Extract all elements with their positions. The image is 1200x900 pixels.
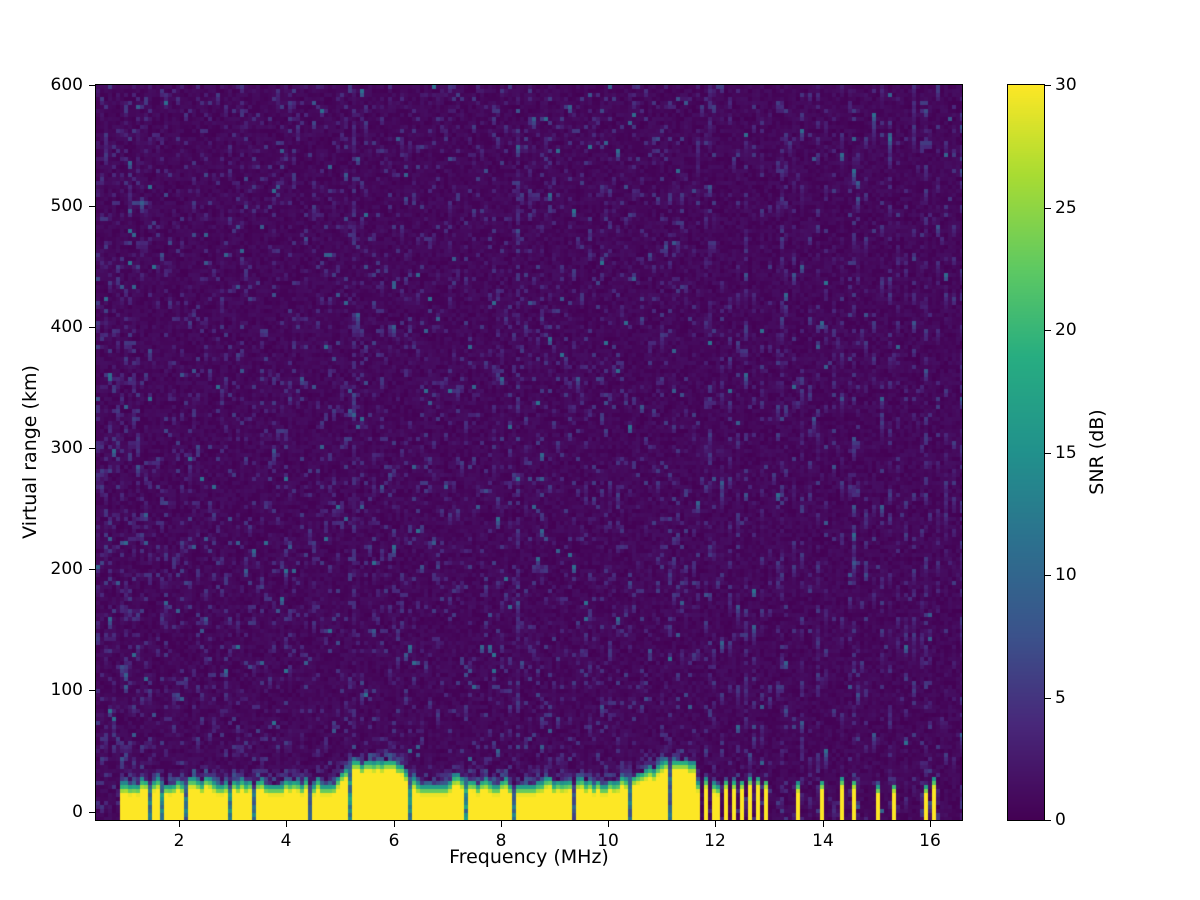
ionogram-canvas <box>96 85 962 820</box>
x-tick-mark <box>394 821 395 827</box>
x-tick-mark <box>179 821 180 827</box>
x-tick-label: 8 <box>495 831 507 851</box>
colorbar-tick-mark <box>1045 85 1051 86</box>
y-tick-label: 500 <box>50 196 83 216</box>
x-axis-label: Frequency (MHz) <box>449 846 609 868</box>
x-tick-label: 14 <box>812 831 834 851</box>
y-tick-label: 600 <box>50 75 83 95</box>
x-tick-label: 12 <box>704 831 726 851</box>
y-tick-label: 100 <box>50 680 83 700</box>
x-tick-mark <box>823 821 824 827</box>
x-tick-mark <box>930 821 931 827</box>
colorbar-tick-label: 10 <box>1055 565 1077 585</box>
x-tick-mark <box>608 821 609 827</box>
colorbar-tick-label: 0 <box>1055 810 1066 830</box>
colorbar-tick-mark <box>1045 330 1051 331</box>
x-tick-label: 10 <box>597 831 619 851</box>
colorbar-tick-mark <box>1045 698 1051 699</box>
colorbar-border <box>1007 84 1045 821</box>
colorbar-tick-label: 15 <box>1055 443 1077 463</box>
x-tick-mark <box>501 821 502 827</box>
colorbar-tick-label: 25 <box>1055 198 1077 218</box>
y-tick-mark <box>89 85 95 86</box>
y-tick-label: 0 <box>72 802 83 822</box>
y-tick-mark <box>89 448 95 449</box>
y-tick-mark <box>89 327 95 328</box>
plot-border <box>95 84 963 821</box>
colorbar-tick-label: 5 <box>1055 688 1066 708</box>
x-tick-label: 6 <box>388 831 400 851</box>
colorbar-tick-label: 20 <box>1055 320 1077 340</box>
y-tick-mark <box>89 206 95 207</box>
x-tick-label: 4 <box>280 831 292 851</box>
colorbar-tick-mark <box>1045 575 1051 576</box>
colorbar-tick-mark <box>1045 820 1051 821</box>
colorbar-label: SNR (dB) <box>1086 409 1108 495</box>
y-tick-label: 200 <box>50 559 83 579</box>
x-tick-label: 2 <box>173 831 185 851</box>
y-tick-mark <box>89 690 95 691</box>
colorbar-tick-mark <box>1045 453 1051 454</box>
colorbar-tick-label: 30 <box>1055 75 1077 95</box>
colorbar-canvas <box>1008 85 1044 820</box>
x-tick-label: 16 <box>919 831 941 851</box>
y-tick-mark <box>89 812 95 813</box>
y-tick-label: 300 <box>50 438 83 458</box>
x-tick-mark <box>715 821 716 827</box>
y-tick-label: 400 <box>50 317 83 337</box>
y-tick-mark <box>89 569 95 570</box>
colorbar-tick-mark <box>1045 208 1051 209</box>
x-tick-mark <box>286 821 287 827</box>
